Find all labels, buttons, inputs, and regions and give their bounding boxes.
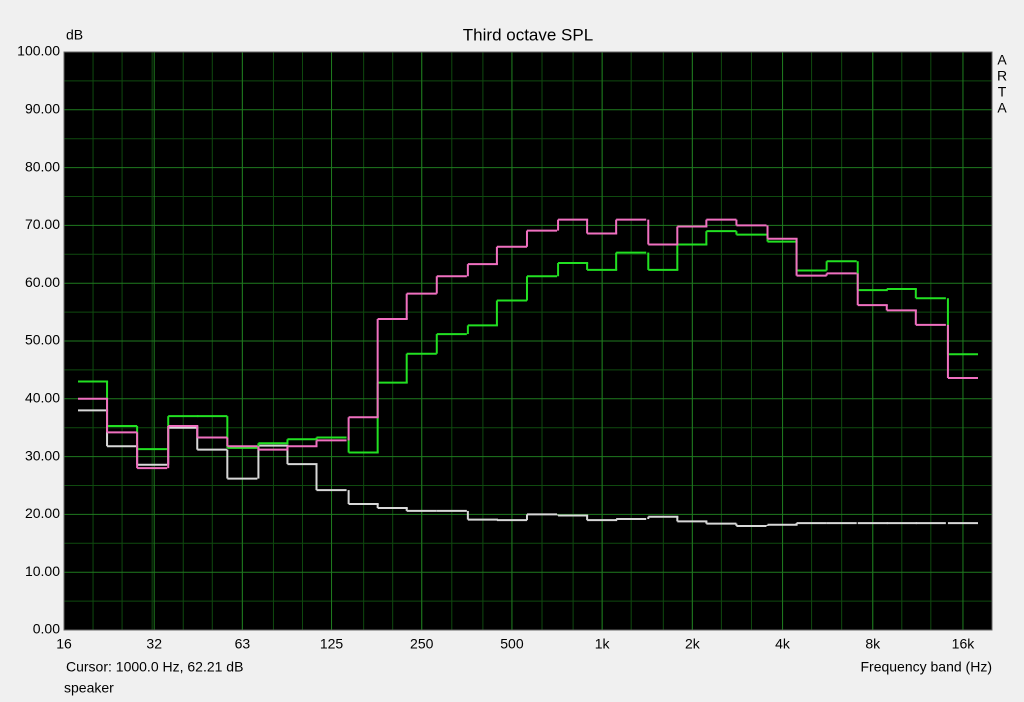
- x-tick-label: 250: [410, 636, 434, 652]
- x-tick-label: 16: [56, 636, 72, 652]
- x-tick-label: 16k: [952, 636, 976, 652]
- x-tick-label: 4k: [775, 636, 791, 652]
- y-tick-label: 10.00: [25, 563, 60, 579]
- y-tick-label: 60.00: [25, 274, 60, 290]
- x-axis-label: Frequency band (Hz): [860, 659, 992, 675]
- x-tick-label: 1k: [595, 636, 611, 652]
- x-tick-label: 8k: [865, 636, 881, 652]
- y-tick-label: 30.00: [25, 447, 60, 463]
- brand-letter: R: [997, 68, 1007, 84]
- y-tick-label: 40.00: [25, 390, 60, 406]
- brand-letter: A: [997, 52, 1007, 68]
- y-tick-label: 70.00: [25, 216, 60, 232]
- cursor-readout: Cursor: 1000.0 Hz, 62.21 dB: [66, 659, 243, 675]
- y-tick-label: 50.00: [25, 332, 60, 348]
- y-tick-label: 100.00: [17, 43, 60, 59]
- trace-name: speaker: [64, 680, 114, 696]
- chart-title: Third octave SPL: [463, 25, 593, 44]
- y-tick-label: 20.00: [25, 505, 60, 521]
- x-tick-label: 63: [235, 636, 251, 652]
- x-tick-label: 2k: [685, 636, 701, 652]
- y-tick-label: 90.00: [25, 101, 60, 117]
- x-tick-label: 500: [500, 636, 524, 652]
- brand-letter: A: [997, 100, 1007, 116]
- y-tick-label: 0.00: [33, 621, 60, 637]
- x-tick-label: 32: [146, 636, 162, 652]
- brand-letter: T: [998, 84, 1007, 100]
- y-axis-label: dB: [66, 27, 83, 43]
- y-tick-label: 80.00: [25, 158, 60, 174]
- x-tick-label: 125: [320, 636, 344, 652]
- plot-border: [63, 51, 993, 631]
